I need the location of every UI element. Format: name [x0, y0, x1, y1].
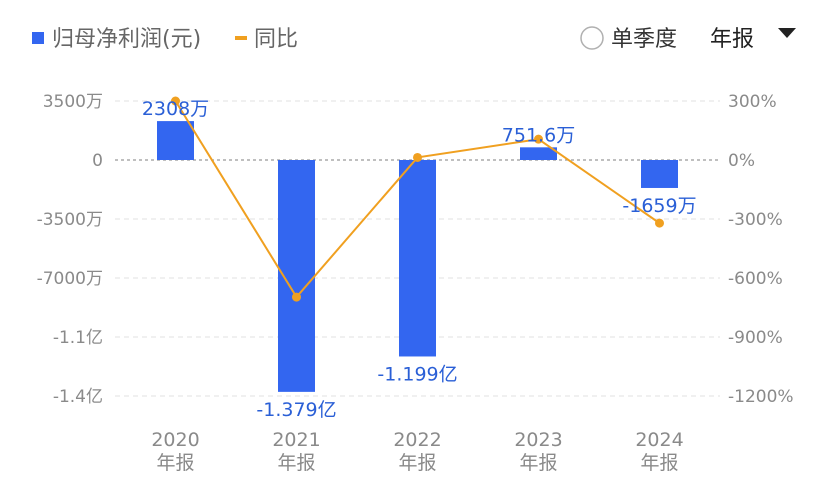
chevron-down-icon[interactable] — [778, 28, 796, 38]
bar — [157, 121, 194, 160]
legend-bar-label: 归母净利润(元) — [52, 27, 201, 52]
right-axis-tick-label: 300% — [728, 92, 777, 112]
period-toggle[interactable]: 单季度 — [580, 26, 677, 52]
legend-bar-swatch — [32, 32, 44, 44]
yoy-point — [292, 292, 301, 302]
x-axis-tick-label: 2024 — [635, 429, 683, 451]
yoy-point — [534, 134, 543, 144]
x-axis-tick-sublabel: 年报 — [519, 452, 557, 474]
yoy-point — [655, 218, 664, 228]
bar — [399, 160, 436, 357]
x-axis-tick-sublabel: 年报 — [640, 452, 678, 474]
left-axis-tick-label: -1.1亿 — [53, 328, 103, 348]
bar-data-label: 751.6万 — [502, 124, 575, 146]
left-axis-tick-label: -1.4亿 — [53, 387, 103, 407]
bar-data-label: -1.379亿 — [256, 399, 336, 421]
legend-line-swatch — [235, 36, 247, 40]
x-axis-tick-sublabel: 年报 — [398, 452, 436, 474]
left-axis-tick-label: -7000万 — [37, 269, 103, 289]
legend-line-label: 同比 — [254, 27, 298, 52]
left-axis-tick-label: -3500万 — [37, 210, 103, 230]
quarterly-label[interactable]: 单季度 — [611, 27, 677, 52]
x-axis-tick-label: 2023 — [514, 429, 562, 451]
x-axis-tick-label: 2021 — [272, 429, 320, 451]
legend: 归母净利润(元) 同比 — [32, 27, 298, 52]
right-axis-tick-label: 0% — [728, 151, 755, 171]
yoy-point — [171, 96, 180, 106]
x-axis-tick-label: 2022 — [393, 429, 441, 451]
right-axis-tick-label: -1200% — [728, 387, 794, 407]
x-axis-tick-sublabel: 年报 — [277, 452, 315, 474]
bar-data-label: 2308万 — [142, 98, 209, 120]
data-labels: 2308万 -1.379亿 -1.199亿 751.6万 -1659万 — [142, 98, 697, 421]
axes: 3500万 0 -3500万 -7000万 -1.1亿 -1.4亿 300% 0% -300% -… — [37, 92, 794, 474]
annual-dropdown-label[interactable]: 年报 — [710, 27, 754, 52]
left-axis-tick-label: 3500万 — [43, 92, 103, 112]
bar — [520, 147, 557, 160]
quarterly-radio[interactable] — [580, 26, 604, 50]
right-axis-tick-label: -600% — [728, 269, 783, 289]
bar-data-label: -1659万 — [622, 195, 696, 217]
left-axis-tick-label: 0 — [92, 151, 103, 171]
annual-dropdown[interactable]: 年报 — [710, 27, 796, 52]
right-axis-tick-label: -300% — [728, 210, 783, 230]
bar-series — [157, 121, 678, 392]
right-axis-tick-label: -900% — [728, 328, 783, 348]
bar-data-label: -1.199亿 — [377, 363, 457, 385]
x-axis-tick-label: 2020 — [151, 429, 199, 451]
x-axis-tick-sublabel: 年报 — [156, 452, 194, 474]
bar — [641, 160, 678, 188]
line-series — [171, 96, 664, 302]
yoy-point — [413, 152, 422, 162]
